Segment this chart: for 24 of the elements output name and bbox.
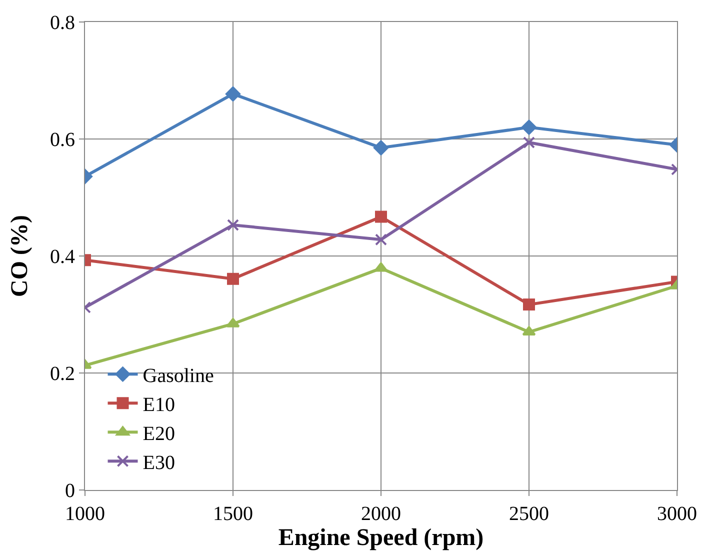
point [523,136,535,149]
x-tick-label: 1500 [213,503,253,525]
x-tick-label: 3000 [657,503,697,525]
x-tick-label: 2000 [361,503,401,525]
legend-label: E10 [142,394,175,416]
y-tick-label: 0.6 [50,129,75,151]
point [522,326,536,336]
point [375,210,387,223]
x-axis-title: Engine Speed (rpm) [278,525,484,551]
y-tick-label: 0.2 [50,363,75,385]
point [523,298,535,311]
x-tick-label: 2500 [509,503,549,525]
y-tick-label: 0.4 [50,246,75,268]
point [374,140,388,156]
point [522,120,536,135]
point [374,262,388,272]
y-tick-label: 0.8 [50,12,75,34]
point [375,234,387,246]
x-tick-label: 1000 [65,503,105,525]
legend-label: E30 [142,452,175,474]
legend-label: E20 [142,422,175,445]
legend-label: Gasoline [142,364,214,387]
y-tick-label: 0 [65,480,75,502]
y-axis-title: CO (%) [7,215,34,297]
